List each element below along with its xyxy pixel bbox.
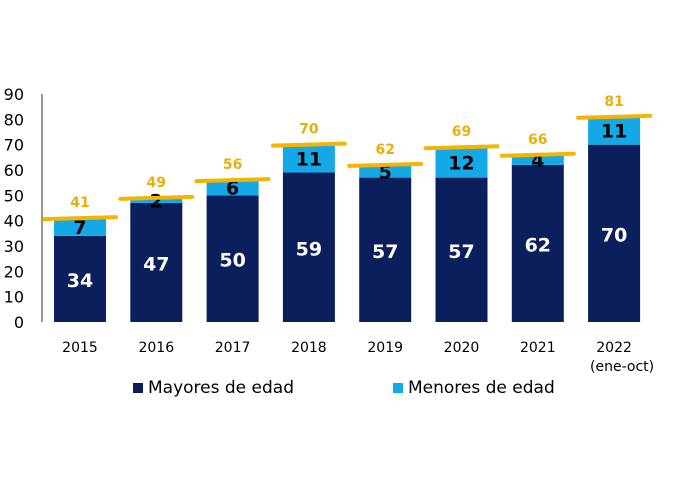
label-mayores-2019: 57	[372, 241, 398, 263]
label-menores-2022: 11	[601, 121, 627, 143]
label-mayores-2022: 70	[601, 224, 627, 246]
x-tick-label: 2018	[291, 340, 327, 356]
label-mayores-2020: 57	[448, 241, 474, 263]
total-marker-2018	[270, 141, 347, 148]
x-tick-label: 2022	[596, 340, 632, 356]
label-mayores-2016: 47	[143, 253, 169, 275]
label-menores-2016: 2	[150, 190, 163, 212]
label-mayores-2018: 59	[296, 238, 322, 260]
total-label-2022: 81	[604, 94, 623, 110]
y-tick-label: 30	[4, 237, 24, 256]
total-marker-2020	[423, 144, 500, 151]
x-tick-sublabel: (ene-oct)	[590, 359, 654, 375]
y-tick-label: 90	[4, 85, 24, 104]
total-label-2019: 62	[375, 142, 394, 158]
legend-swatch-mayores	[133, 383, 143, 393]
y-tick-label: 10	[4, 288, 24, 307]
bars: 3474147249506565911705756257126962466701…	[42, 94, 653, 322]
bar-mayores-2018	[282, 172, 335, 322]
y-tick-label: 80	[4, 110, 24, 129]
bar-menores-2022	[588, 116, 641, 145]
total-label-2015: 41	[70, 195, 89, 211]
bar-mayores-2019	[359, 177, 412, 322]
label-mayores-2015: 34	[67, 270, 93, 292]
x-tick-label: 2015	[62, 340, 98, 356]
label-mayores-2017: 50	[219, 250, 245, 272]
total-marker-2016	[118, 194, 195, 201]
bar-mayores-2022	[588, 144, 641, 322]
total-label-2020: 69	[452, 124, 471, 140]
total-marker-2017	[194, 177, 271, 184]
x-tick-label: 2020	[444, 340, 480, 356]
bar-menores-2021	[511, 154, 564, 165]
y-tick-label: 60	[4, 161, 24, 180]
bar-menores-2015	[54, 218, 106, 236]
x-tick-label: 2017	[215, 340, 251, 356]
y-tick-label: 50	[4, 186, 24, 205]
legend-label-mayores: Mayores de edad	[148, 378, 294, 398]
y-tick-label: 0	[14, 313, 24, 332]
total-marker-2015	[42, 215, 118, 222]
label-mayores-2021: 62	[525, 234, 551, 256]
bar-menores-2016	[130, 197, 183, 203]
bar-mayores-2015	[54, 235, 106, 322]
bar-menores-2020	[435, 147, 488, 178]
total-marker-2021	[499, 151, 576, 158]
total-label-2017: 56	[223, 157, 242, 173]
label-menores-2015: 7	[73, 217, 86, 239]
bar-mayores-2020	[435, 177, 488, 322]
legend: Mayores de edad Menores de edad	[133, 378, 555, 398]
x-tick-label: 2016	[138, 340, 174, 356]
bar-menores-2017	[206, 180, 259, 196]
total-label-2016: 49	[147, 175, 166, 191]
bar-menores-2019	[359, 164, 412, 178]
x-tick-label: 2021	[520, 340, 556, 356]
total-marker-2022	[576, 113, 653, 120]
y-axis: 0 10 20 30 40 50 60 70 80 90	[4, 85, 43, 332]
legend-label-menores: Menores de edad	[408, 378, 555, 398]
bar-mayores-2016	[130, 202, 183, 322]
y-tick-label: 20	[4, 262, 24, 281]
x-axis: 2015 2016 2017 2018 2019 2020 2021 2022 (ene-oct…	[62, 340, 654, 375]
legend-swatch-menores	[393, 383, 403, 393]
total-label-2021: 66	[528, 132, 547, 148]
total-label-2018: 70	[299, 122, 319, 138]
y-tick-label: 40	[4, 212, 24, 231]
bar-mayores-2021	[511, 164, 564, 322]
label-menores-2018: 11	[296, 149, 322, 171]
y-tick-label: 70	[4, 136, 24, 155]
bar-menores-2018	[282, 144, 335, 173]
label-menores-2020: 12	[448, 152, 474, 174]
x-tick-label: 2019	[367, 340, 403, 356]
bar-mayores-2017	[206, 195, 259, 322]
total-marker-2019	[347, 161, 424, 168]
label-menores-2017: 6	[226, 178, 239, 200]
